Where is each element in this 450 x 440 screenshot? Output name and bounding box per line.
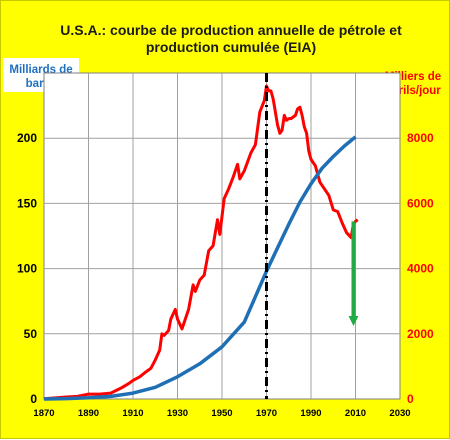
- x-tick-label: 1970: [256, 408, 277, 419]
- y-left-tick-label: 100: [17, 262, 37, 276]
- y-right-tick-label: 4000: [407, 262, 434, 276]
- y-left-tick-label: 0: [30, 392, 37, 406]
- x-tick-label: 1950: [211, 408, 232, 419]
- y-right-tick-label: 6000: [407, 196, 434, 210]
- axes: 1870 1890 1910 1930 1950 1970 1990 2010 2030 0 50 1…: [17, 131, 434, 419]
- cumulative-production-line: [43, 135, 357, 401]
- marker-layer: [265, 73, 359, 399]
- x-tick-label: 1910: [122, 408, 143, 419]
- x-tick-label: 2030: [389, 408, 410, 419]
- x-tick-label: 1890: [78, 408, 99, 419]
- y-left-tick-label: 200: [17, 131, 37, 145]
- y-left-tick-label: 50: [24, 327, 38, 341]
- y-right-tick-label: 2000: [407, 327, 434, 341]
- annual-production-line: [43, 84, 359, 401]
- chart-title-line2: production cumulée (EIA): [146, 39, 316, 55]
- y-right-tick-label: 8000: [407, 131, 434, 145]
- chart-title-line1: U.S.A.: courbe de production annuelle de…: [60, 22, 402, 38]
- series-layer: [43, 84, 359, 401]
- gridlines: [44, 73, 400, 399]
- x-tick-label: 1990: [300, 408, 321, 419]
- x-tick-label: 1870: [33, 408, 54, 419]
- decline-arrow-head: [348, 316, 359, 327]
- x-tick-label: 1930: [167, 408, 188, 419]
- y-right-tick-label: 0: [407, 392, 414, 406]
- x-tick-label: 2010: [345, 408, 366, 419]
- y-left-tick-label: 150: [17, 196, 37, 210]
